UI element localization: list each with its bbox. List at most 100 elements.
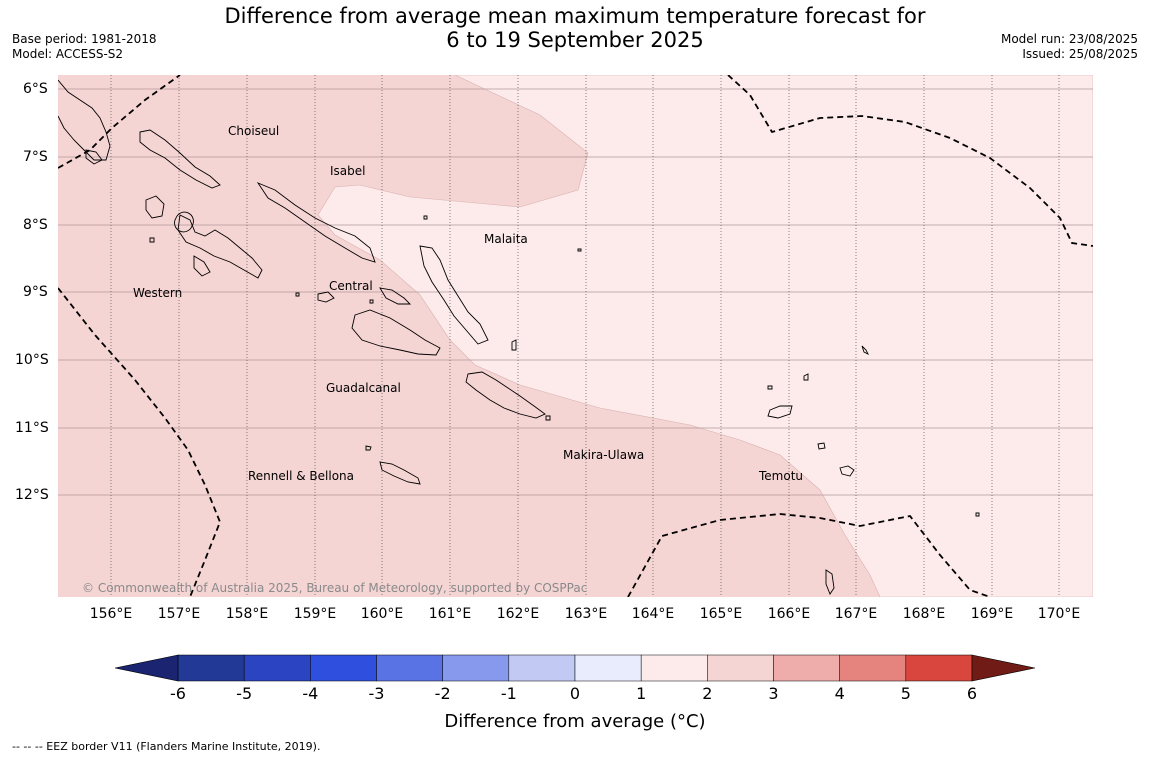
ulawa-island bbox=[511, 339, 517, 351]
lon-label-159e: 159°E bbox=[293, 606, 337, 622]
chart-title-line1: Difference from average mean maximum tem… bbox=[224, 4, 926, 28]
region-label-guadalcanal: Guadalcanal bbox=[326, 381, 401, 395]
vella-lavella bbox=[145, 195, 165, 219]
region-label-isabel: Isabel bbox=[330, 164, 365, 178]
tinakula-island bbox=[295, 292, 300, 297]
lon-label-163e: 163°E bbox=[564, 606, 608, 622]
lat-label-8s: 8°S bbox=[23, 217, 48, 233]
region-label-temotu: Temotu bbox=[758, 469, 803, 483]
colorbar-swatch bbox=[574, 654, 642, 682]
lat-label-7s: 7°S bbox=[23, 149, 48, 165]
model-name: Model: ACCESS-S2 bbox=[12, 47, 124, 61]
lon-label-168e: 168°E bbox=[902, 606, 946, 622]
lat-label-6s: 6°S bbox=[23, 81, 48, 97]
colorbar-tick-label: -5 bbox=[236, 684, 253, 703]
colorbar-tick-label: -2 bbox=[434, 684, 451, 703]
russell-islands bbox=[317, 291, 335, 303]
florida-islands bbox=[379, 287, 412, 305]
lon-label-156e: 156°E bbox=[89, 606, 133, 622]
colorbar-tick-label: 6 bbox=[966, 684, 978, 703]
colorbar-tick-label: 1 bbox=[636, 684, 647, 703]
guadalcanal-island bbox=[351, 309, 441, 356]
colorbar-tick-label: 4 bbox=[834, 684, 845, 703]
bougainville-coast bbox=[58, 79, 111, 161]
vanikoro-island bbox=[839, 465, 855, 477]
lon-label-158e: 158°E bbox=[225, 606, 269, 622]
lon-label-170e: 170°E bbox=[1037, 606, 1081, 622]
anomaly-band-0-1 bbox=[317, 75, 1093, 597]
savo-island bbox=[369, 299, 374, 304]
lon-label-164e: 164°E bbox=[631, 606, 675, 622]
colorbar-tick-label: 5 bbox=[900, 684, 911, 703]
colorbar-over-arrow bbox=[971, 654, 1036, 682]
choiseul-island bbox=[139, 129, 221, 189]
chart-title-line2: 6 to 19 September 2025 bbox=[446, 28, 704, 52]
region-label-malaita: Malaita bbox=[484, 232, 528, 246]
lon-label-157e: 157°E bbox=[157, 606, 201, 622]
colorbar-swatch bbox=[310, 654, 377, 682]
lat-label-11s: 11°S bbox=[15, 420, 49, 436]
rendova bbox=[193, 255, 211, 277]
colorbar-swatch bbox=[839, 654, 907, 682]
map-svg: Choiseul Isabel Malaita Western Central … bbox=[58, 75, 1093, 597]
colorbar-tick-label: 3 bbox=[768, 684, 779, 703]
reef-islands bbox=[803, 373, 809, 381]
colorbar-tick-label: -1 bbox=[500, 684, 517, 703]
model-run: Model run: 23/08/2025 bbox=[1000, 32, 1138, 46]
issued-date: Issued: 25/08/2025 bbox=[1022, 47, 1138, 61]
sikaiana-atoll bbox=[577, 248, 582, 252]
colorbar-swatch bbox=[905, 654, 973, 682]
lon-label-166e: 166°E bbox=[767, 606, 811, 622]
region-labels: Choiseul Isabel Malaita Western Central … bbox=[133, 124, 803, 483]
shortland-islands bbox=[85, 149, 103, 165]
lon-label-160e: 160°E bbox=[360, 606, 404, 622]
anuta-island bbox=[825, 569, 835, 595]
lon-gridlines bbox=[110, 75, 1060, 597]
colorbar-swatch bbox=[773, 654, 840, 682]
colorbar bbox=[114, 654, 1036, 682]
region-label-choiseul: Choiseul bbox=[228, 124, 279, 138]
copyright-text: © Commonwealth of Australia 2025, Bureau… bbox=[82, 581, 587, 595]
lat-label-12s: 12°S bbox=[15, 487, 49, 503]
tikopia-island bbox=[975, 512, 980, 517]
colorbar-under-arrow bbox=[114, 654, 179, 682]
colorbar-swatch bbox=[376, 654, 443, 682]
colorbar-swatch bbox=[442, 654, 510, 682]
islands bbox=[58, 79, 980, 595]
colorbar-swatch bbox=[243, 654, 311, 682]
lon-label-167e: 167°E bbox=[834, 606, 878, 622]
region-label-western: Western bbox=[133, 286, 182, 300]
lat-label-9s: 9°S bbox=[23, 284, 48, 300]
isabel-island bbox=[256, 182, 376, 263]
lat-gridlines bbox=[58, 88, 1093, 496]
base-period: Base period: 1981-2018 bbox=[12, 32, 157, 46]
new-georgia-island bbox=[177, 214, 263, 279]
malaita-island bbox=[419, 245, 489, 345]
duff-islands bbox=[861, 345, 870, 356]
kolombangara bbox=[174, 211, 194, 233]
lon-label-161e: 161°E bbox=[428, 606, 472, 622]
region-label-central: Central bbox=[329, 279, 373, 293]
region-label-rennell-bellona: Rennell & Bellona bbox=[248, 469, 354, 483]
gizo-island bbox=[149, 237, 155, 243]
colorbar-tick-label: 2 bbox=[702, 684, 713, 703]
santa-cruz-islands bbox=[767, 405, 793, 419]
colorbar-swatch bbox=[177, 654, 245, 682]
colorbar-tick-label: -4 bbox=[302, 684, 319, 703]
colorbar-swatch bbox=[508, 654, 576, 682]
eez-borders bbox=[58, 75, 1093, 597]
lon-label-162e: 162°E bbox=[496, 606, 540, 622]
colorbar-swatch bbox=[640, 654, 708, 682]
region-label-makira-ulawa: Makira-Ulawa bbox=[563, 448, 644, 462]
colorbar-title: Difference from average (°C) bbox=[444, 711, 706, 732]
colorbar-tick-label: -6 bbox=[170, 684, 186, 703]
makira-island bbox=[465, 371, 546, 419]
colorbar-tick-label: -3 bbox=[368, 684, 385, 703]
eez-footnote: -- -- -- EEZ border V11 (Flanders Marine… bbox=[12, 740, 321, 753]
torres-small-island bbox=[767, 385, 773, 390]
lat-label-10s: 10°S bbox=[15, 352, 49, 368]
colorbar-tick-label: 0 bbox=[569, 684, 581, 703]
colorbar-swatches bbox=[177, 654, 973, 682]
colorbar-swatch bbox=[707, 654, 774, 682]
ontong-java-atoll bbox=[423, 215, 428, 220]
